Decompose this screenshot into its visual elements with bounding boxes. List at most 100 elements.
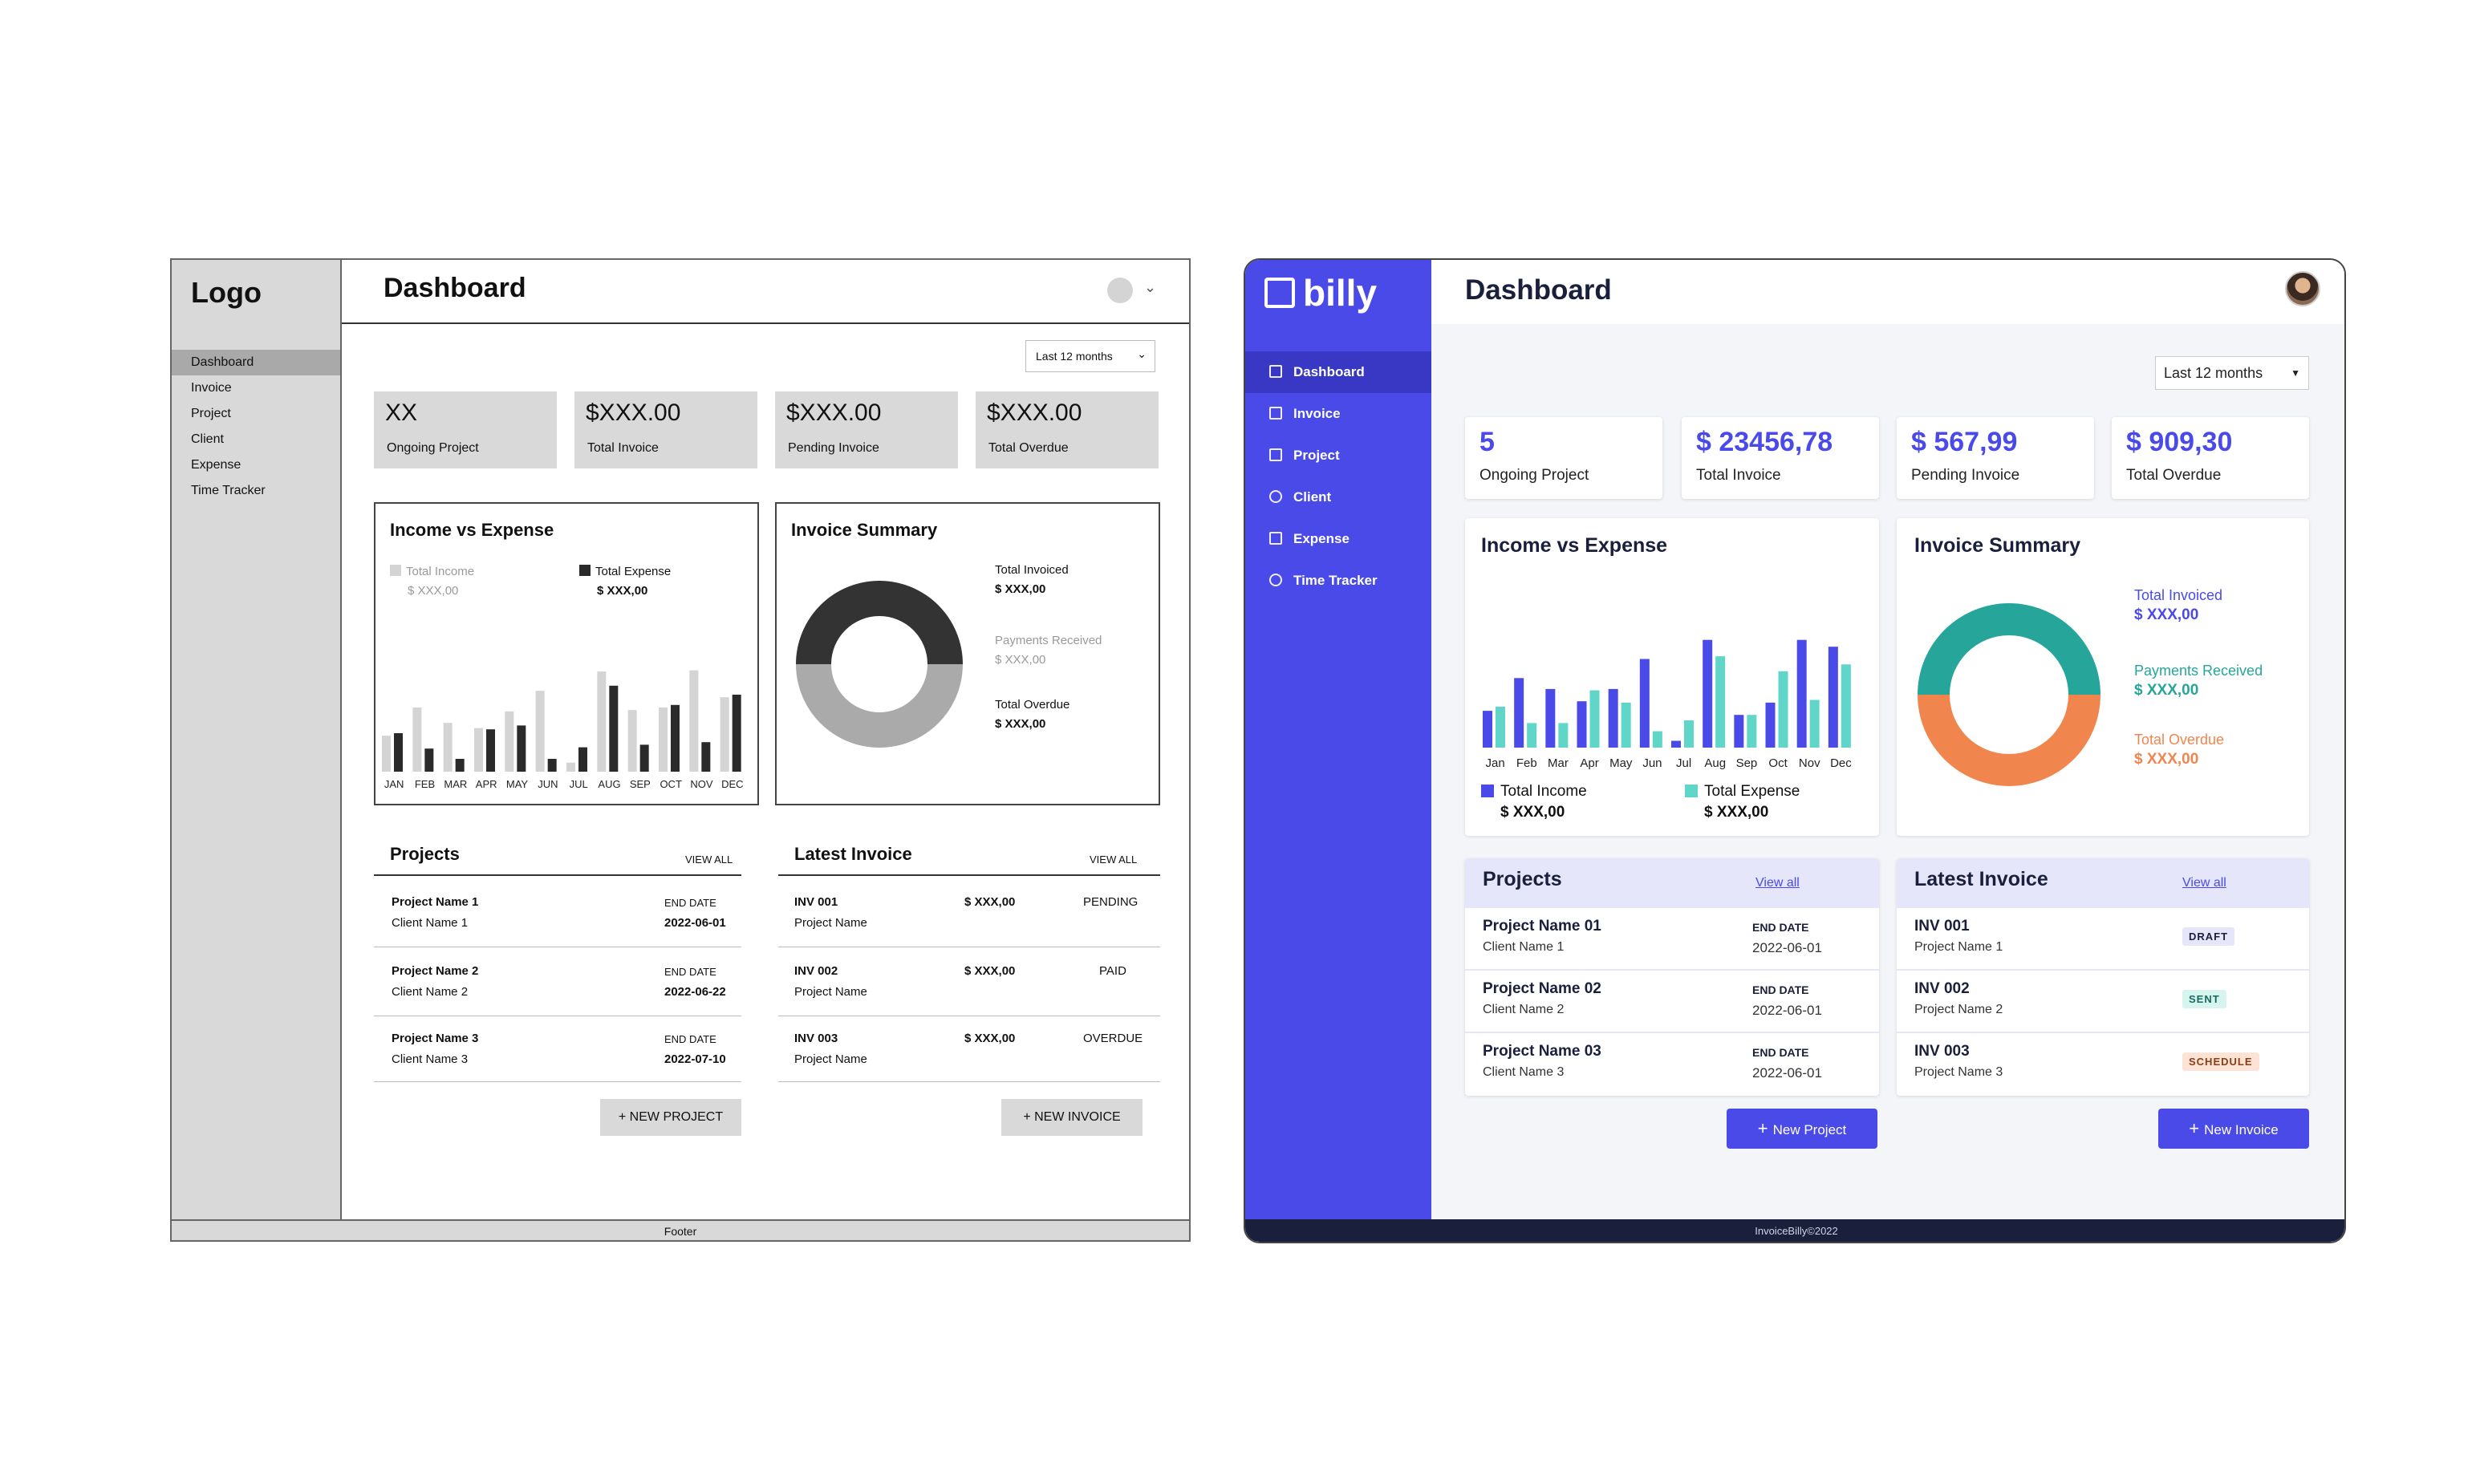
sidebar-item-dashboard[interactable]: Dashboard bbox=[172, 350, 340, 375]
project-name[interactable]: Project Name 1 bbox=[392, 895, 479, 909]
invoices-view-all-link[interactable]: VIEW ALL bbox=[1090, 854, 1138, 866]
bar-total-income-feb bbox=[1514, 678, 1524, 748]
stat-value: $XXX.00 bbox=[586, 399, 681, 426]
divider bbox=[374, 874, 741, 876]
legend-swatch bbox=[579, 565, 591, 576]
sidebar-item-time-tracker[interactable]: Time Tracker bbox=[1245, 560, 1431, 602]
invoice-id: INV 001 bbox=[1914, 918, 1970, 935]
projects-title: Projects bbox=[1483, 868, 1562, 890]
bar-total-expense-dec bbox=[1841, 664, 1851, 748]
invoices-view-all-link[interactable]: View all bbox=[2182, 876, 2226, 890]
legend-swatch bbox=[1481, 785, 1494, 797]
sidebar-item-project[interactable]: Project bbox=[1245, 435, 1431, 476]
bar-total-expense-jul bbox=[1684, 720, 1694, 748]
legend-swatch bbox=[1685, 785, 1698, 797]
project-row[interactable]: Project Name 03 Client Name 3 END DATE 2… bbox=[1465, 1032, 1879, 1094]
stat-label: Total Invoice bbox=[1696, 467, 1781, 484]
client-name: Client Name 1 bbox=[1483, 940, 1565, 954]
legend-value: $ XXX,00 bbox=[1500, 804, 1565, 821]
avatar[interactable] bbox=[1107, 278, 1133, 303]
brand-logo[interactable]: billy bbox=[1264, 271, 1377, 314]
sidebar-item-client[interactable]: Client bbox=[191, 432, 224, 446]
sidebar-item-project[interactable]: Project bbox=[191, 407, 231, 420]
project-name: Project Name 01 bbox=[1483, 918, 1601, 935]
invoice-id[interactable]: INV 001 bbox=[794, 895, 838, 909]
invoice-row[interactable]: INV 003 Project Name 3 SCHEDULE bbox=[1897, 1032, 2309, 1094]
x-tick-label: Sep bbox=[1736, 756, 1758, 770]
invoice-project: Project Name 3 bbox=[1914, 1065, 2003, 1079]
project-row[interactable]: Project Name 02 Client Name 2 END DATE 2… bbox=[1465, 969, 1879, 1032]
invoice-project: Project Name 1 bbox=[1914, 940, 2003, 954]
bar-total-income-aug bbox=[597, 671, 607, 772]
stat-card-pending-invoice: $XXX.00 Pending Invoice bbox=[775, 391, 958, 468]
sidebar-item-client[interactable]: Client bbox=[1245, 476, 1431, 518]
invoice-amount: $ XXX,00 bbox=[964, 895, 1016, 909]
invoice-row[interactable]: INV 002 Project Name 2 SENT bbox=[1897, 969, 2309, 1032]
bar-total-income-jan bbox=[382, 736, 391, 772]
bar-total-expense-jun bbox=[1652, 731, 1662, 748]
donut-segment-payments-received bbox=[796, 664, 963, 748]
donut-segment-payments-received bbox=[1918, 603, 2100, 695]
divider bbox=[374, 1081, 741, 1082]
invoice-id[interactable]: INV 003 bbox=[794, 1032, 838, 1045]
legend-label: Total Expense bbox=[1704, 783, 1800, 800]
new-invoice-button[interactable]: + NEW INVOICE bbox=[1001, 1099, 1143, 1136]
date-range-value: Last 12 months bbox=[1036, 350, 1113, 363]
project-name[interactable]: Project Name 3 bbox=[392, 1032, 479, 1045]
legend-total-income: Total Income bbox=[1481, 783, 1587, 801]
summary-label: Total Overdue bbox=[995, 698, 1070, 712]
stat-card-ongoing-project: XX Ongoing Project bbox=[374, 391, 557, 468]
bar-total-expense-nov bbox=[701, 742, 711, 772]
bar-total-expense-jun bbox=[547, 759, 557, 772]
donut-segment-total-invoiced bbox=[796, 581, 963, 664]
project-name[interactable]: Project Name 2 bbox=[392, 964, 479, 978]
bar-total-expense-nov bbox=[1809, 699, 1820, 748]
sidebar-item-dashboard[interactable]: Dashboard bbox=[1245, 351, 1431, 393]
invoice-icon bbox=[1269, 406, 1282, 420]
projects-view-all-link[interactable]: VIEW ALL bbox=[685, 854, 733, 866]
bar-total-income-dec bbox=[1828, 647, 1838, 748]
page-title: Dashboard bbox=[384, 273, 526, 303]
end-date: 2022-06-01 bbox=[1752, 1065, 1822, 1081]
date-range-select[interactable]: Last 12 months ▼ bbox=[2155, 356, 2309, 390]
date-range-select[interactable]: Last 12 months ⌄ bbox=[1025, 340, 1155, 372]
sidebar-item-invoice[interactable]: Invoice bbox=[191, 381, 232, 395]
project-name: Project Name 02 bbox=[1483, 980, 1601, 997]
x-tick-label: MAY bbox=[506, 778, 529, 790]
end-date-label: END DATE bbox=[664, 897, 716, 909]
sidebar-item-expense[interactable]: Expense bbox=[1245, 518, 1431, 560]
invoice-id[interactable]: INV 002 bbox=[794, 964, 838, 978]
invoice-summary-donut bbox=[1918, 603, 2100, 786]
check-icon bbox=[1264, 277, 1295, 308]
legend-value: $ XXX,00 bbox=[1704, 804, 1769, 821]
bar-total-income-jun bbox=[1639, 659, 1650, 748]
sidebar-item-time-tracker[interactable]: Time Tracker bbox=[191, 484, 266, 497]
x-tick-label: Jan bbox=[1485, 756, 1504, 770]
summary-value: $ XXX,00 bbox=[995, 717, 1046, 731]
client-name: Client Name 3 bbox=[1483, 1065, 1565, 1079]
invoice-amount: $ XXX,00 bbox=[964, 964, 1016, 978]
divider bbox=[778, 1081, 1160, 1082]
bar-total-income-jul bbox=[566, 762, 575, 772]
invoice-row[interactable]: INV 001 Project Name 1 DRAFT bbox=[1897, 906, 2309, 969]
new-project-button[interactable]: + NEW PROJECT bbox=[600, 1099, 741, 1136]
new-project-button[interactable]: + New Project bbox=[1727, 1109, 1877, 1149]
end-date: 2022-06-01 bbox=[1752, 940, 1822, 955]
bar-total-income-apr bbox=[474, 728, 483, 772]
sidebar-item-label: Expense bbox=[1293, 531, 1350, 546]
invoice-status: OVERDUE bbox=[1083, 1032, 1143, 1045]
bar-total-expense-sep bbox=[639, 744, 649, 772]
sidebar-item-label: Invoice bbox=[1293, 406, 1341, 421]
x-tick-label: Apr bbox=[1580, 756, 1598, 770]
bar-total-expense-aug bbox=[609, 685, 619, 772]
project-row[interactable]: Project Name 01 Client Name 1 END DATE 2… bbox=[1465, 906, 1879, 969]
avatar[interactable] bbox=[2285, 271, 2320, 306]
projects-view-all-link[interactable]: View all bbox=[1755, 876, 1800, 890]
sidebar-item-expense[interactable]: Expense bbox=[191, 458, 242, 472]
bar-total-expense-may bbox=[1621, 702, 1631, 748]
sidebar-item-invoice[interactable]: Invoice bbox=[1245, 393, 1431, 435]
bar-total-income-sep bbox=[1734, 715, 1744, 748]
chevron-down-icon[interactable]: ⌄ bbox=[1144, 279, 1157, 295]
clock-icon bbox=[1269, 573, 1282, 586]
new-invoice-button[interactable]: + New Invoice bbox=[2158, 1109, 2309, 1149]
